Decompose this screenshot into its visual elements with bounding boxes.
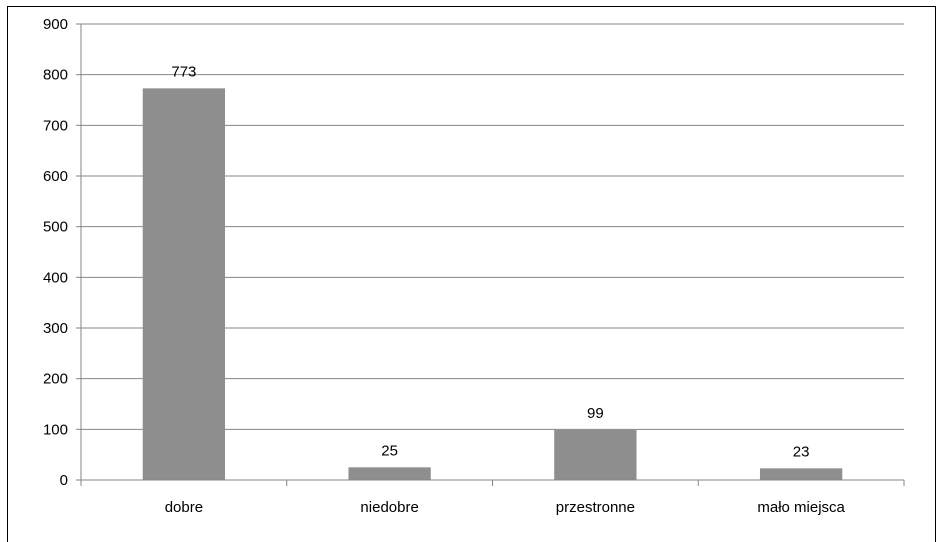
data-label: 23 bbox=[793, 443, 810, 460]
bars bbox=[142, 88, 843, 480]
y-tick-label: 300 bbox=[43, 320, 68, 337]
y-tick-label: 400 bbox=[43, 269, 68, 286]
data-label: 99 bbox=[587, 405, 604, 422]
data-label: 773 bbox=[171, 63, 196, 80]
x-axis: dobre niedobre przestronne mało miejsca bbox=[80, 479, 905, 516]
data-label: 25 bbox=[381, 442, 398, 459]
y-tick-label: 100 bbox=[43, 421, 68, 438]
x-category-label: przestronne bbox=[556, 499, 635, 516]
x-category-label: mało miejsca bbox=[757, 499, 845, 516]
y-axis: 0 100 200 300 400 500 600 700 800 900 bbox=[43, 16, 82, 489]
x-category-label: dobre bbox=[165, 499, 203, 516]
y-tick-label: 900 bbox=[43, 16, 68, 33]
y-tick-label: 700 bbox=[43, 117, 68, 134]
y-tick-label: 500 bbox=[43, 219, 68, 236]
y-tick-label: 800 bbox=[43, 67, 68, 84]
x-category-label: niedobre bbox=[360, 499, 418, 516]
bar-4 bbox=[759, 468, 843, 480]
data-labels: 773 25 99 23 bbox=[171, 63, 809, 460]
bar-1 bbox=[142, 88, 226, 480]
chart-frame bbox=[7, 6, 936, 542]
bar-2 bbox=[348, 467, 431, 480]
y-tick-label: 600 bbox=[43, 168, 68, 185]
y-tick-label: 0 bbox=[60, 472, 68, 489]
bar-3 bbox=[554, 429, 637, 480]
y-tick-label: 200 bbox=[43, 371, 68, 388]
